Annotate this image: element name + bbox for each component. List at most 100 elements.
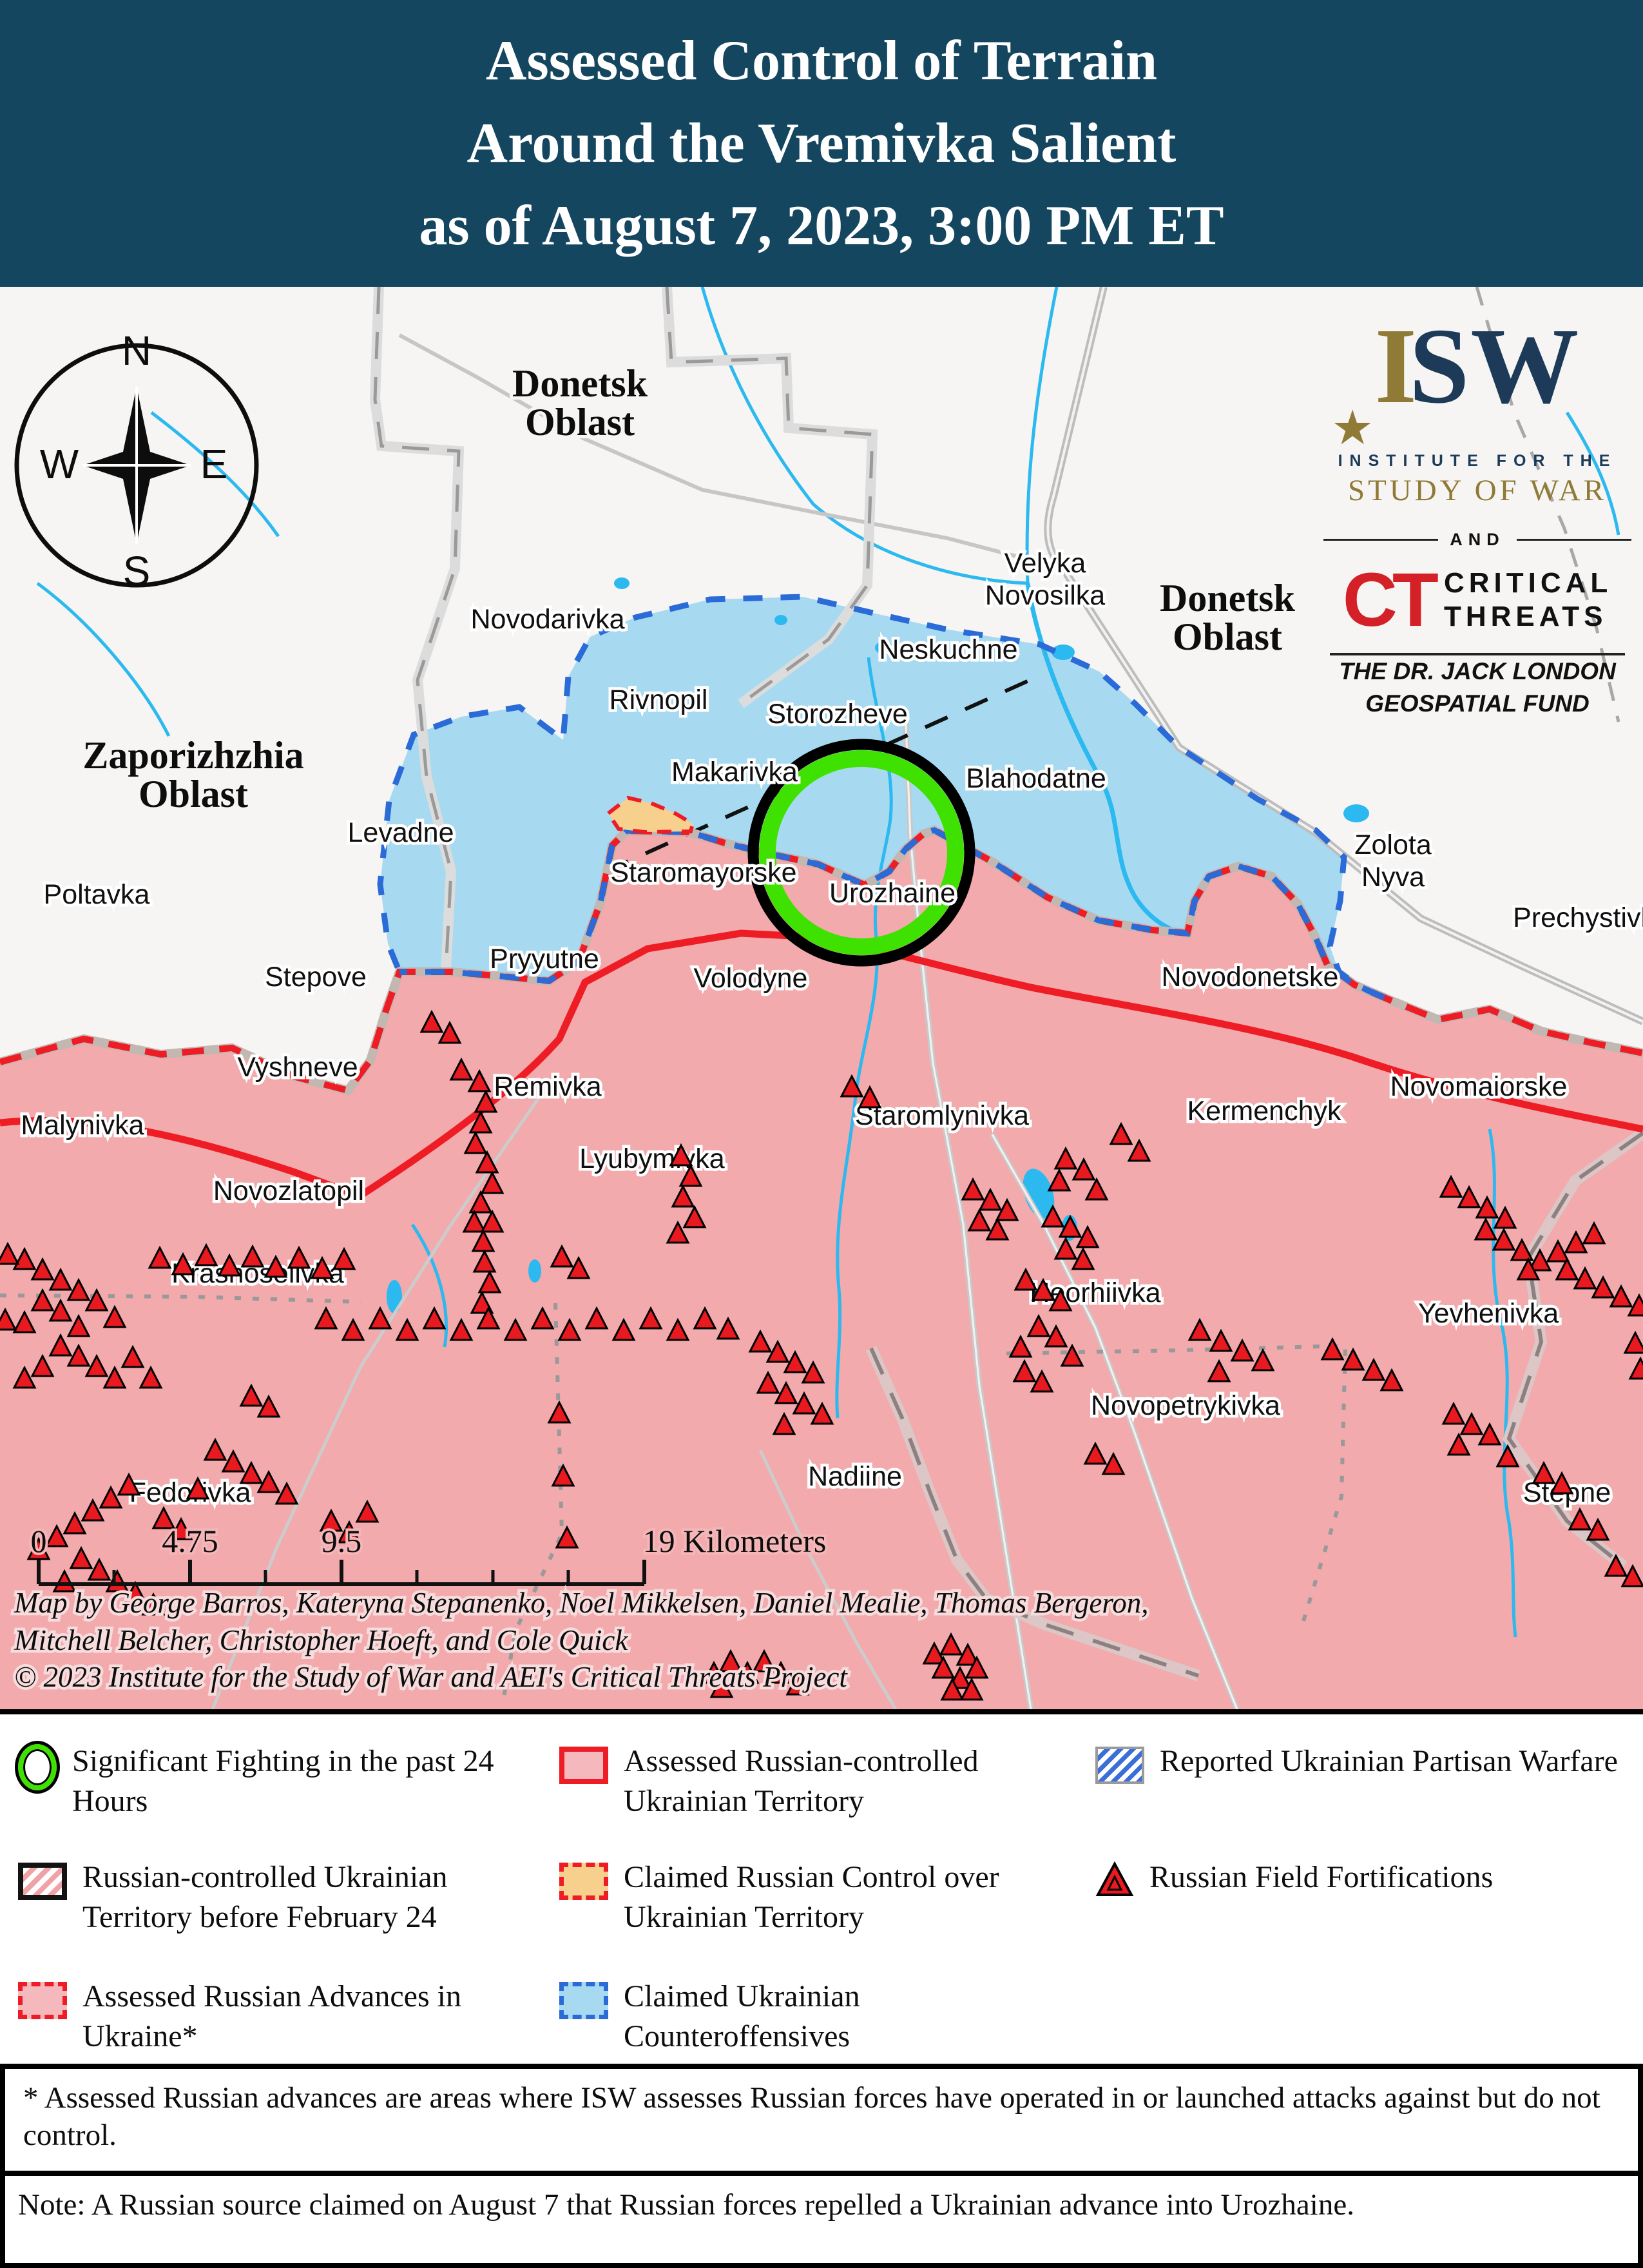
fortification-marker [1609,1284,1633,1308]
fortification-marker [66,1313,91,1337]
map-label-velyka-novosilka: Velyka Novosilka [985,548,1105,611]
fortification-marker [801,1360,825,1384]
fortification-marker [395,1317,419,1341]
fortification-marker [940,1677,965,1701]
fortification-marker [1209,1328,1233,1352]
fortification-marker [1550,1471,1574,1495]
fortification-marker [139,1365,163,1389]
russian-advances-swatch [18,1982,67,2019]
fortification-marker [1230,1338,1254,1362]
legend-label: Assessed Russian-controlled Ukrainian Te… [624,1744,979,1818]
fortification-marker [735,1660,760,1684]
claimed-russian-swatch [559,1863,608,1900]
fortification-marker [566,1255,591,1279]
fortification-marker [1474,1217,1498,1241]
fortification-marker [756,1370,780,1394]
fortification-marker [1012,1359,1037,1382]
claimed-counteroffensive-outline [377,594,1392,1003]
map-label-zolota-nyva: Zolota Nyva [1354,829,1432,893]
fortification-marker [671,1184,695,1208]
fortification-marker [666,1317,690,1341]
fortification-marker [1071,1246,1095,1270]
admin-boundaries [0,287,1643,1705]
fortification-marker [1053,1236,1078,1260]
fortification-marker [319,1508,343,1532]
fortification-marker [1439,1174,1463,1198]
fortification-marker [194,1243,218,1266]
fortification-marker [1555,1257,1579,1281]
isw-gold-i: I [1374,306,1418,426]
map-label-heorhiivka: Heorhiivka [1030,1277,1160,1308]
map-label-novodonetske: Novodonetske [1162,962,1339,993]
fortification-marker [221,1449,245,1473]
logo-and-divider: AND [1323,530,1631,550]
fortification-marker [1053,1146,1078,1170]
compass-rose: N E S W [14,327,259,594]
fortification-marker [669,1143,693,1167]
fortification-marker [475,1150,499,1174]
legend-label: Significant Fighting in the past 24 Hour… [72,1744,494,1818]
fortification-marker [550,1244,574,1268]
russian-controlled-area [0,830,1643,1709]
map-label-novomaiorske: Novomaiorske [1390,1071,1568,1102]
legend-item-russian-controlled: Assessed Russian-controlled Ukrainian Te… [559,1741,1062,1821]
fortification-marker [310,1255,334,1279]
front-line [0,594,1643,1096]
fortification-marker [1048,1288,1073,1312]
fortification-marker [1060,1343,1084,1367]
fortification-marker [1207,1359,1231,1382]
fortification-marker [978,1187,1003,1211]
fortification-marker [355,1499,380,1523]
threats-text: THREATS [1443,601,1608,632]
legend-label: Reported Ukrainian Partisan Warfare [1160,1744,1618,1778]
isw-institute-text: INSTITUTE FOR THE [1338,452,1617,470]
scalebar-tick-label: 0 [31,1523,47,1559]
fortification-marker [274,1481,299,1505]
compass-letter-w: W [40,441,79,487]
divider-line [1516,539,1631,541]
fortification-marker [1528,1248,1552,1272]
fortification-marker [1510,1237,1534,1261]
fortification-marker [171,1252,195,1275]
fortification-marker [287,1245,311,1269]
fortification-marker [783,1350,807,1373]
fortification-marker [682,1205,707,1228]
fortification-marker [480,1209,504,1233]
fortification-marker [463,1130,488,1154]
roads [211,287,1643,1709]
fortification-marker [1493,1205,1517,1229]
fortification-marker [785,1672,810,1696]
legend-label: Claimed Russian Control over Ukrainian T… [624,1860,999,1934]
compass-letter-n: N [122,327,151,374]
fortification-marker [555,1525,579,1549]
fortification-marker [967,1208,992,1232]
fortification-marker [530,1306,555,1330]
fortification-marker [985,1217,1010,1241]
compass-letter-s: S [123,548,151,594]
map-label-rivnopil: Rivnopil [610,684,708,715]
critical-text: CRITICAL [1443,567,1613,599]
map-label-levadne: Levadne [348,817,454,848]
fortification-marker [1187,1317,1212,1341]
scalebar-end-label: 19 Kilometers [643,1523,827,1559]
map-label-kermenchyk: Kermenchyk [1187,1096,1341,1127]
fortification-marker [1083,1441,1108,1465]
fortification-marker [87,1557,111,1581]
fortification-marker [1586,1517,1610,1541]
fortification-marker [840,1074,864,1098]
claimed-russian-control-area [605,795,695,835]
fortification-marker [702,1660,726,1684]
fund-line-1: THE DR. JACK LONDON [1339,658,1616,684]
fortification-marker [1492,1227,1516,1251]
fortification-marker [752,1649,776,1672]
fortification-marker [678,1163,703,1187]
fortification-marker [1058,1214,1082,1238]
partisan-warfare-swatch [1095,1747,1144,1784]
map-label-zaporizhzhia-oblast: Zaporizhzhia Oblast [82,734,303,815]
fortification-marker [1047,1168,1071,1192]
rivers-and-lakes [36,287,1620,1638]
fortification-marker [471,1228,495,1252]
fortification-marker [503,1317,528,1341]
fortification-marker [1084,1177,1109,1201]
